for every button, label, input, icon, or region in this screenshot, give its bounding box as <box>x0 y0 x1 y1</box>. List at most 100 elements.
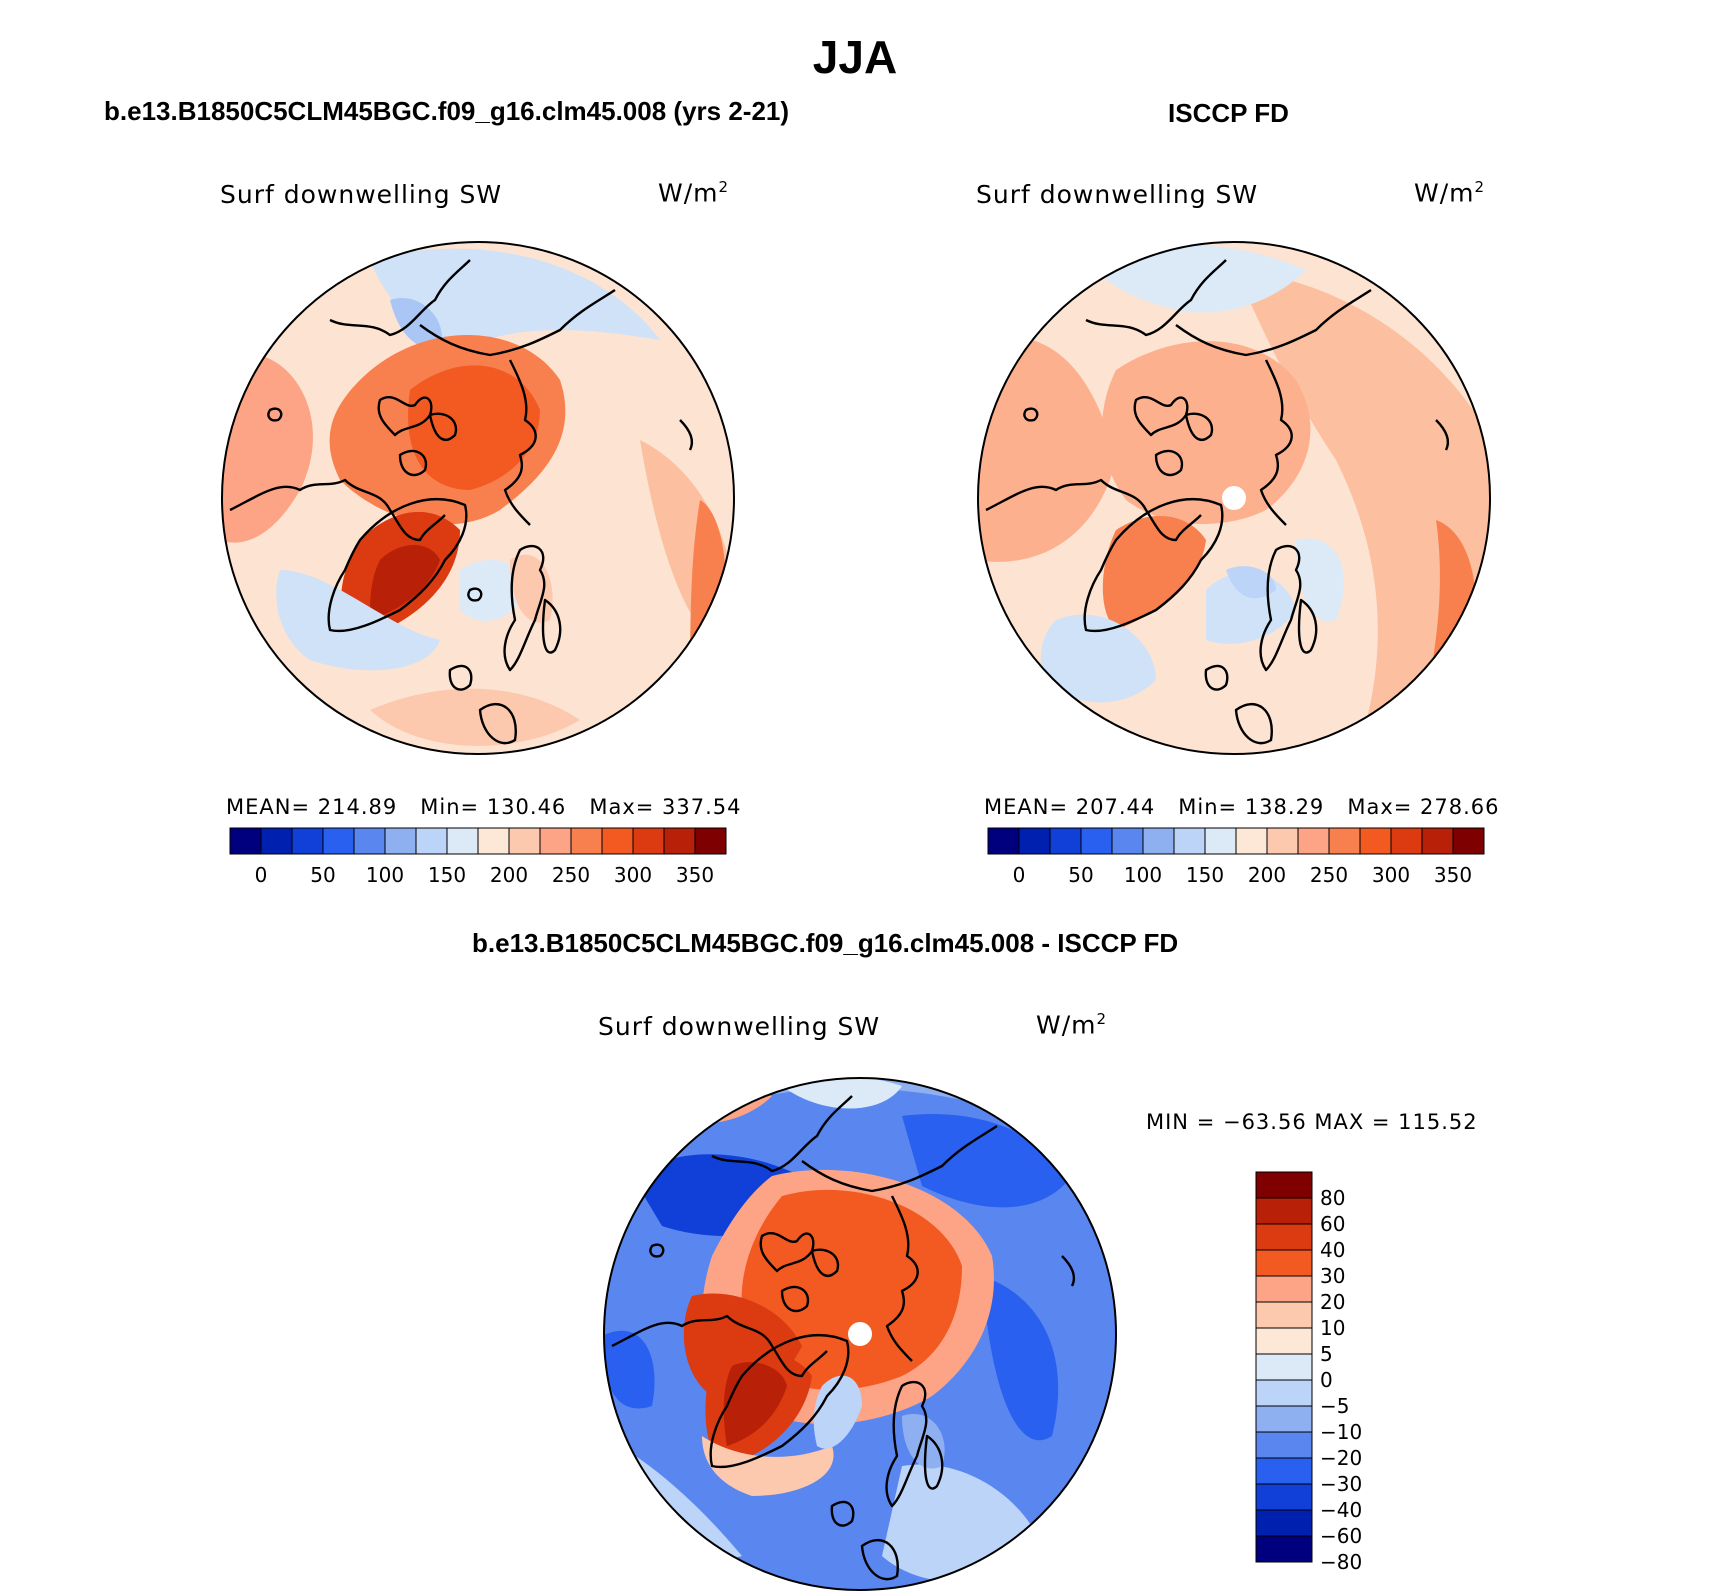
model-colorbar-swatch <box>446 827 479 855</box>
model-colorbar-swatch <box>477 827 510 855</box>
obs-colorbar-swatch <box>1297 827 1330 855</box>
obs-units-text: W/m <box>1414 178 1475 208</box>
diff-panel-heading: b.e13.B1850C5CLM45BGC.f09_g16.clm45.008 … <box>472 928 1179 958</box>
model-min-value: 130.46 <box>486 795 567 819</box>
obs-max-label: Max= <box>1347 795 1413 819</box>
diff-colorbar-tick-label: 60 <box>1320 1212 1345 1236</box>
diff-variable-label: Surf downwelling SW <box>598 1012 881 1041</box>
model-colorbar-tick-label: 100 <box>366 863 404 887</box>
model-colorbar-swatch <box>570 827 603 855</box>
diff-colorbar-swatch <box>1255 1379 1313 1407</box>
obs-min-value: 138.29 <box>1244 795 1325 819</box>
obs-colorbar-swatch <box>1049 827 1082 855</box>
model-units-label: W/m2 <box>658 178 729 207</box>
obs-colorbar-tick-label: 50 <box>1068 863 1093 887</box>
obs-colorbar-tick-label: 200 <box>1248 863 1286 887</box>
diff-polar-map <box>603 1077 1117 1591</box>
obs-colorbar-tick-label: 300 <box>1372 863 1410 887</box>
model-units-sup: 2 <box>718 178 730 196</box>
model-colorbar-swatch <box>601 827 634 855</box>
obs-colorbar-swatch <box>1452 827 1485 855</box>
obs-colorbar-swatch <box>1235 827 1268 855</box>
diff-colorbar-swatch <box>1255 1509 1313 1537</box>
diff-colorbar-tick-label: −20 <box>1320 1446 1362 1470</box>
diff-colorbar-tick-label: −80 <box>1320 1550 1362 1574</box>
diff-colorbar-swatch <box>1255 1249 1313 1277</box>
obs-colorbar-tick-label: 100 <box>1124 863 1162 887</box>
diff-units-sup: 2 <box>1096 1010 1108 1028</box>
model-mean-value: 214.89 <box>317 795 398 819</box>
diff-colorbar-swatch <box>1255 1431 1313 1459</box>
model-colorbar-swatch <box>353 827 386 855</box>
obs-polar-map <box>977 241 1491 755</box>
obs-colorbar: 0 50 100 150 200 250 300 350 <box>987 827 1485 887</box>
obs-colorbar-swatch <box>1080 827 1113 855</box>
diff-colorbar-tick-label: 80 <box>1320 1186 1345 1210</box>
pole-missing-data <box>848 1322 872 1346</box>
model-colorbar-tick-label: 300 <box>614 863 652 887</box>
diff-units-label: W/m2 <box>1036 1010 1107 1039</box>
model-colorbar-tick-label: 0 <box>255 863 268 887</box>
obs-mean-label: MEAN= <box>984 795 1069 819</box>
diff-colorbar-swatch <box>1255 1457 1313 1485</box>
obs-colorbar-swatch <box>1421 827 1454 855</box>
obs-colorbar-swatch <box>1142 827 1175 855</box>
model-max-label: Max= <box>589 795 655 819</box>
obs-colorbar-swatch <box>1173 827 1206 855</box>
obs-colorbar-swatch <box>1266 827 1299 855</box>
model-colorbar-tick-label: 150 <box>428 863 466 887</box>
obs-colorbar-swatch <box>1204 827 1237 855</box>
model-colorbar-swatch <box>508 827 541 855</box>
model-colorbar-swatch <box>322 827 355 855</box>
diff-colorbar-swatch <box>1255 1483 1313 1511</box>
model-colorbar-swatch <box>415 827 448 855</box>
diff-colorbar-tick-label: −5 <box>1320 1394 1349 1418</box>
obs-colorbar-tick-label: 250 <box>1310 863 1348 887</box>
diff-colorbar-tick-label: −40 <box>1320 1498 1362 1522</box>
diff-colorbar-swatch <box>1255 1171 1313 1199</box>
model-max-value: 337.54 <box>662 795 742 819</box>
obs-max-value: 278.66 <box>1420 795 1500 819</box>
pole-missing-data <box>1222 486 1246 510</box>
diff-colorbar-swatch <box>1255 1197 1313 1225</box>
obs-mean-value: 207.44 <box>1075 795 1156 819</box>
model-colorbar-swatch <box>260 827 293 855</box>
obs-colorbar-tick-label: 0 <box>1013 863 1026 887</box>
diff-colorbar-tick-label: 20 <box>1320 1290 1345 1314</box>
model-colorbar-swatch <box>663 827 696 855</box>
model-colorbar-swatch <box>694 827 727 855</box>
model-stats: MEAN= 214.89 Min= 130.46 Max= 337.54 <box>226 795 742 819</box>
obs-colorbar-swatch <box>1018 827 1051 855</box>
diff-colorbar-swatch <box>1255 1405 1313 1433</box>
model-min-label: Min= <box>420 795 480 819</box>
diff-colorbar-tick-label: −10 <box>1320 1420 1362 1444</box>
obs-colorbar-tick-label: 350 <box>1434 863 1472 887</box>
model-mean-label: MEAN= <box>226 795 311 819</box>
diff-colorbar-tick-label: 5 <box>1320 1342 1333 1366</box>
diff-colorbar-swatch <box>1255 1301 1313 1329</box>
obs-colorbar-swatch <box>1111 827 1144 855</box>
diff-colorbar-swatch <box>1255 1353 1313 1381</box>
model-colorbar-tick-label: 50 <box>310 863 335 887</box>
diff-minmax: MIN = −63.56 MAX = 115.52 <box>1146 1110 1478 1134</box>
diff-colorbar-swatch <box>1255 1275 1313 1303</box>
obs-units-label: W/m2 <box>1414 178 1485 207</box>
model-colorbar: 0 50 100 150 200 250 300 350 <box>229 827 727 887</box>
figure-title: JJA <box>812 31 898 83</box>
obs-colorbar-tick-label: 150 <box>1186 863 1224 887</box>
obs-panel-heading: ISCCP FD <box>1168 98 1289 128</box>
diff-colorbar-swatch <box>1255 1535 1313 1563</box>
model-colorbar-swatch <box>539 827 572 855</box>
diff-colorbar-tick-label: 10 <box>1320 1316 1345 1340</box>
diff-colorbar-tick-label: 0 <box>1320 1368 1333 1392</box>
model-units-text: W/m <box>658 178 719 208</box>
obs-stats: MEAN= 207.44 Min= 138.29 Max= 278.66 <box>984 795 1500 819</box>
model-variable-label: Surf downwelling SW <box>220 180 503 209</box>
model-panel-heading: b.e13.B1850C5CLM45BGC.f09_g16.clm45.008 … <box>104 96 790 126</box>
diff-colorbar-tick-label: −60 <box>1320 1524 1362 1548</box>
obs-min-label: Min= <box>1178 795 1238 819</box>
diff-colorbar-swatch <box>1255 1327 1313 1355</box>
model-colorbar-swatch <box>229 827 262 855</box>
model-colorbar-tick-label: 350 <box>676 863 714 887</box>
